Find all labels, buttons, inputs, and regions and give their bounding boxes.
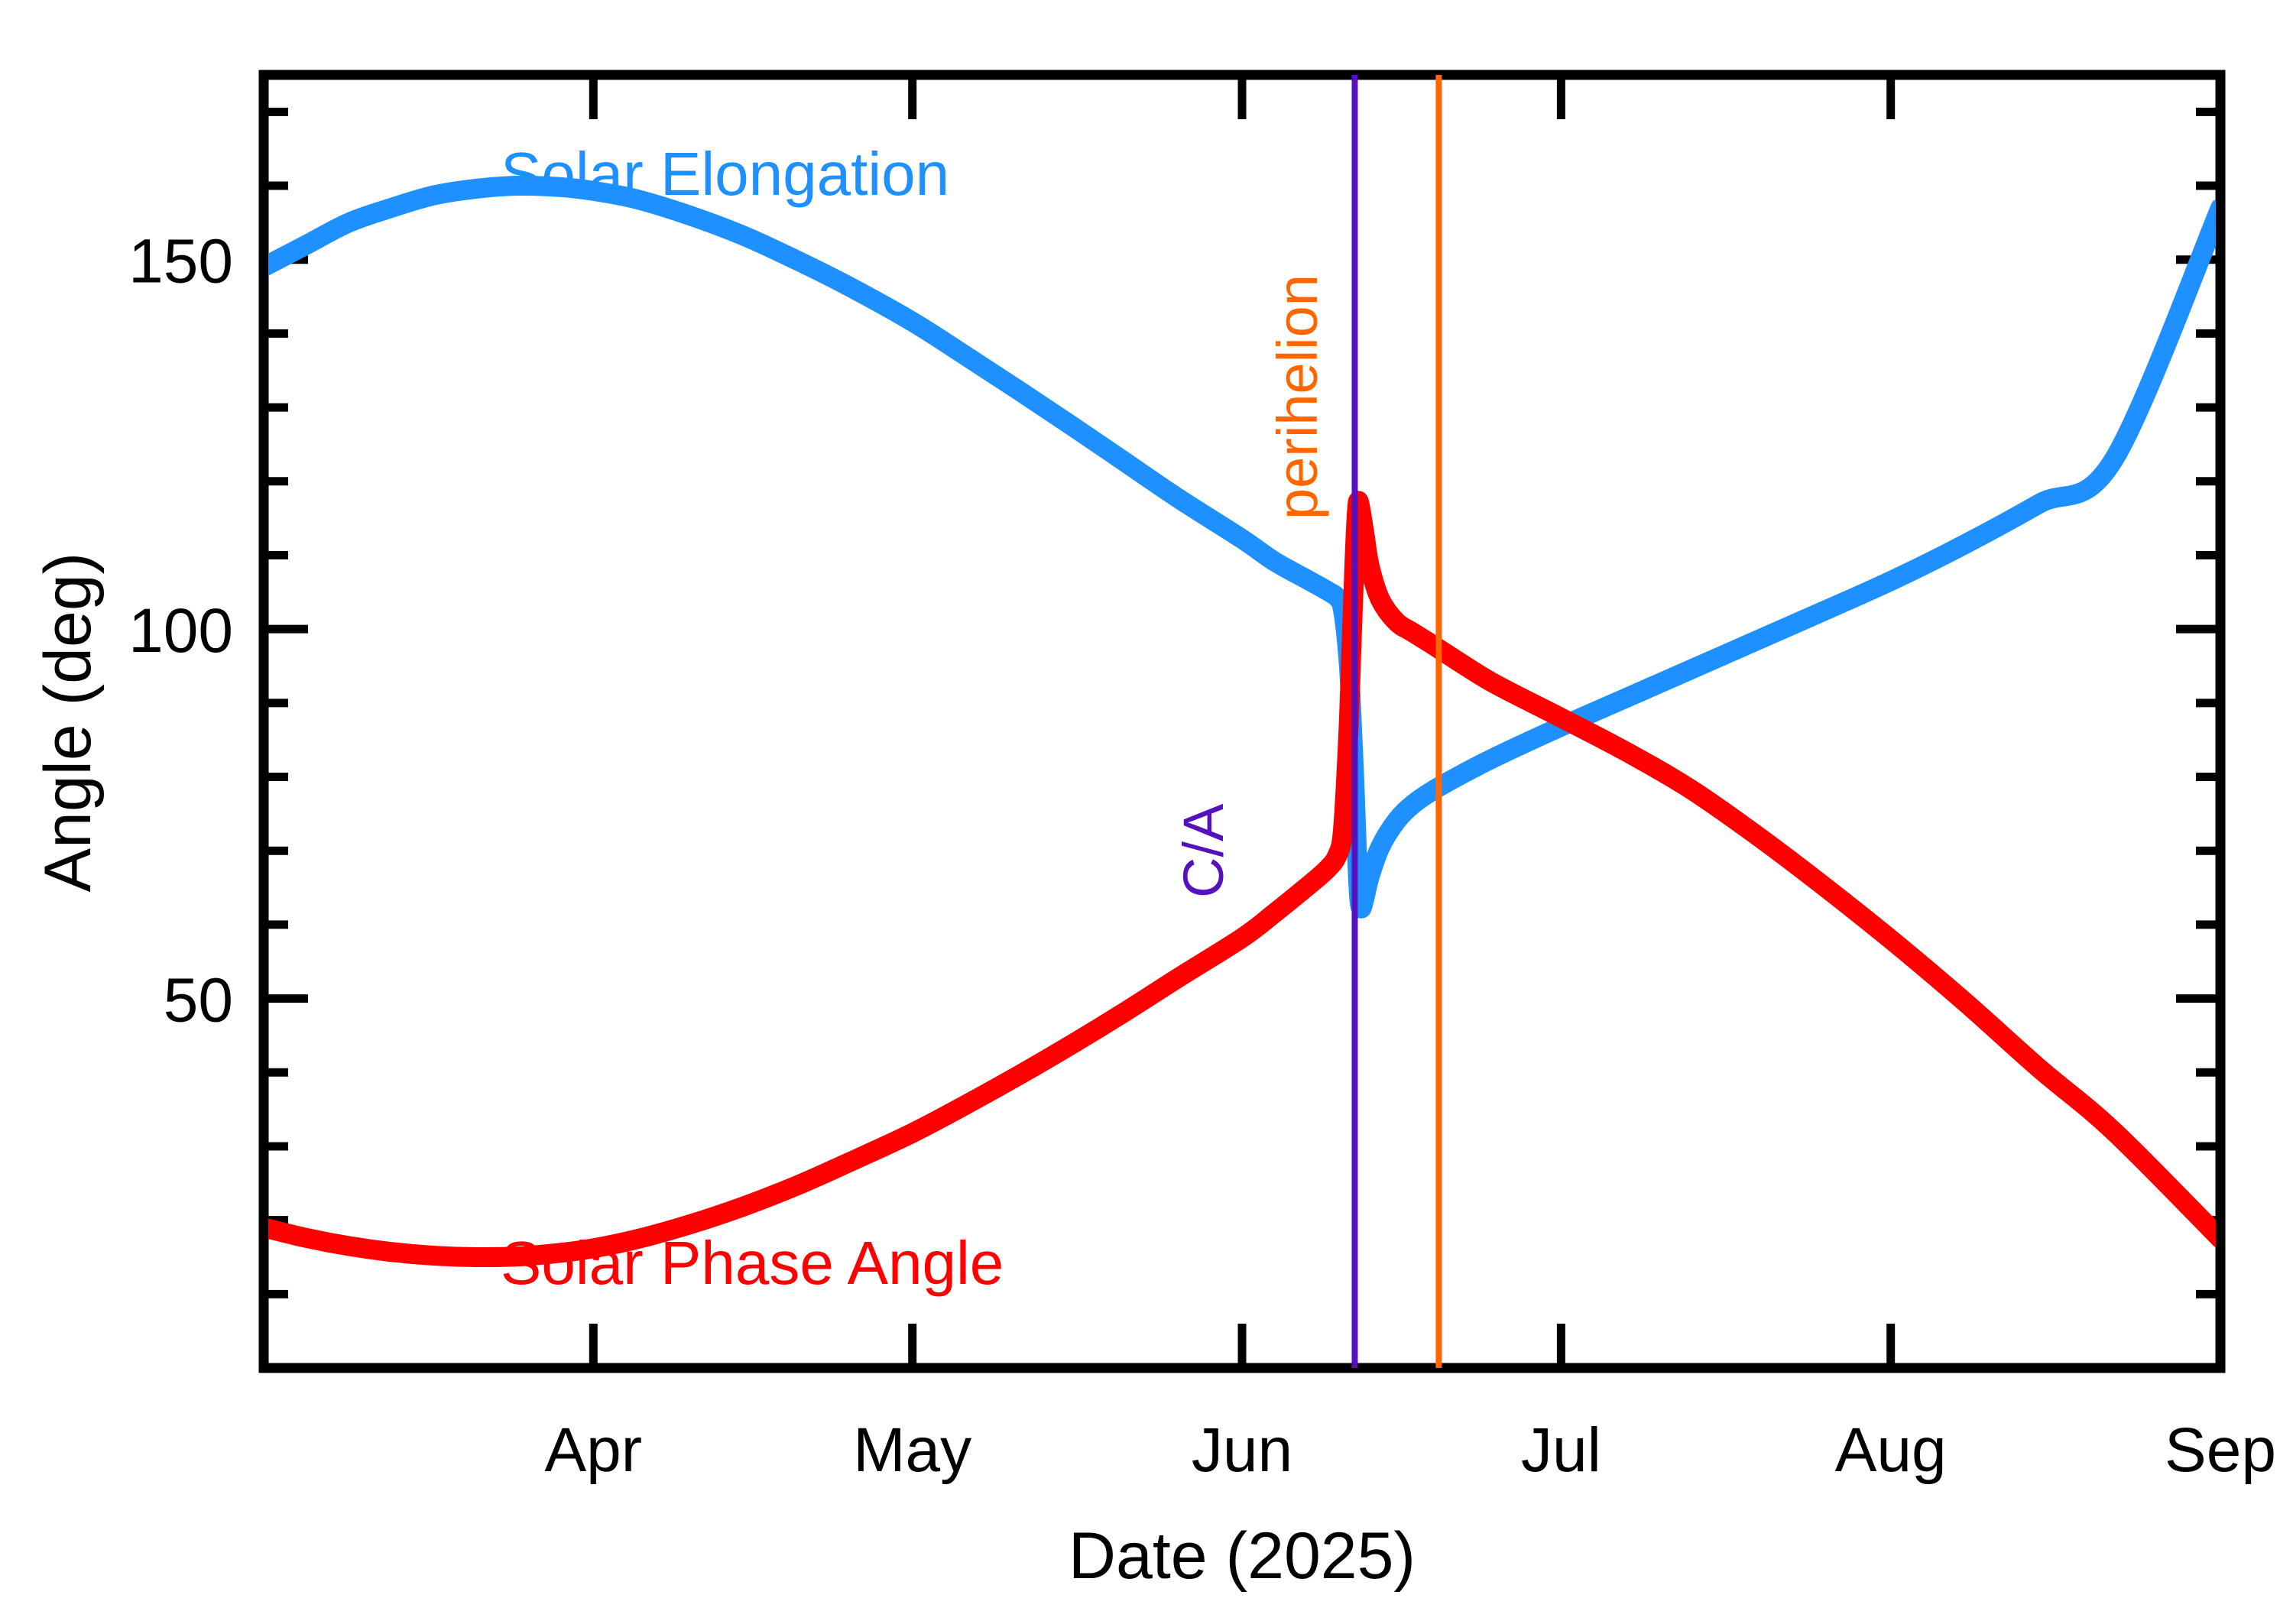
- data-series-layer: [268, 175, 2216, 1268]
- series-label-solar-phase-angle: Solar Phase Angle: [501, 1229, 1004, 1297]
- series-line-solar-phase-angle: [268, 491, 2216, 1268]
- x-tick-label: Jun: [1192, 1415, 1292, 1485]
- x-tick-label: May: [853, 1415, 971, 1485]
- x-tick-label: Jul: [1521, 1415, 1601, 1485]
- marker-label-perihelion: perihelion: [1266, 274, 1329, 520]
- x-axis-title: Date (2025): [1069, 1519, 1416, 1593]
- series-label-solar-elongation: Solar Elongation: [501, 140, 949, 208]
- y-tick-label: 50: [164, 966, 233, 1036]
- event-markers-layer: [1351, 75, 1442, 1368]
- x-tick-labels: Apr May Jun Jul Aug Sep: [544, 1415, 2275, 1485]
- x-tick-label: Sep: [2165, 1415, 2276, 1485]
- x-tick-label: Apr: [544, 1415, 642, 1485]
- y-axis-title: Angle (deg): [31, 553, 105, 893]
- x-tick-label: Aug: [1835, 1415, 1947, 1485]
- y-tick-label: 100: [128, 596, 233, 666]
- marker-label-ca: C/A: [1172, 803, 1235, 898]
- y-tick-labels: 50 100 150: [128, 227, 233, 1036]
- y-tick-label: 150: [128, 227, 233, 297]
